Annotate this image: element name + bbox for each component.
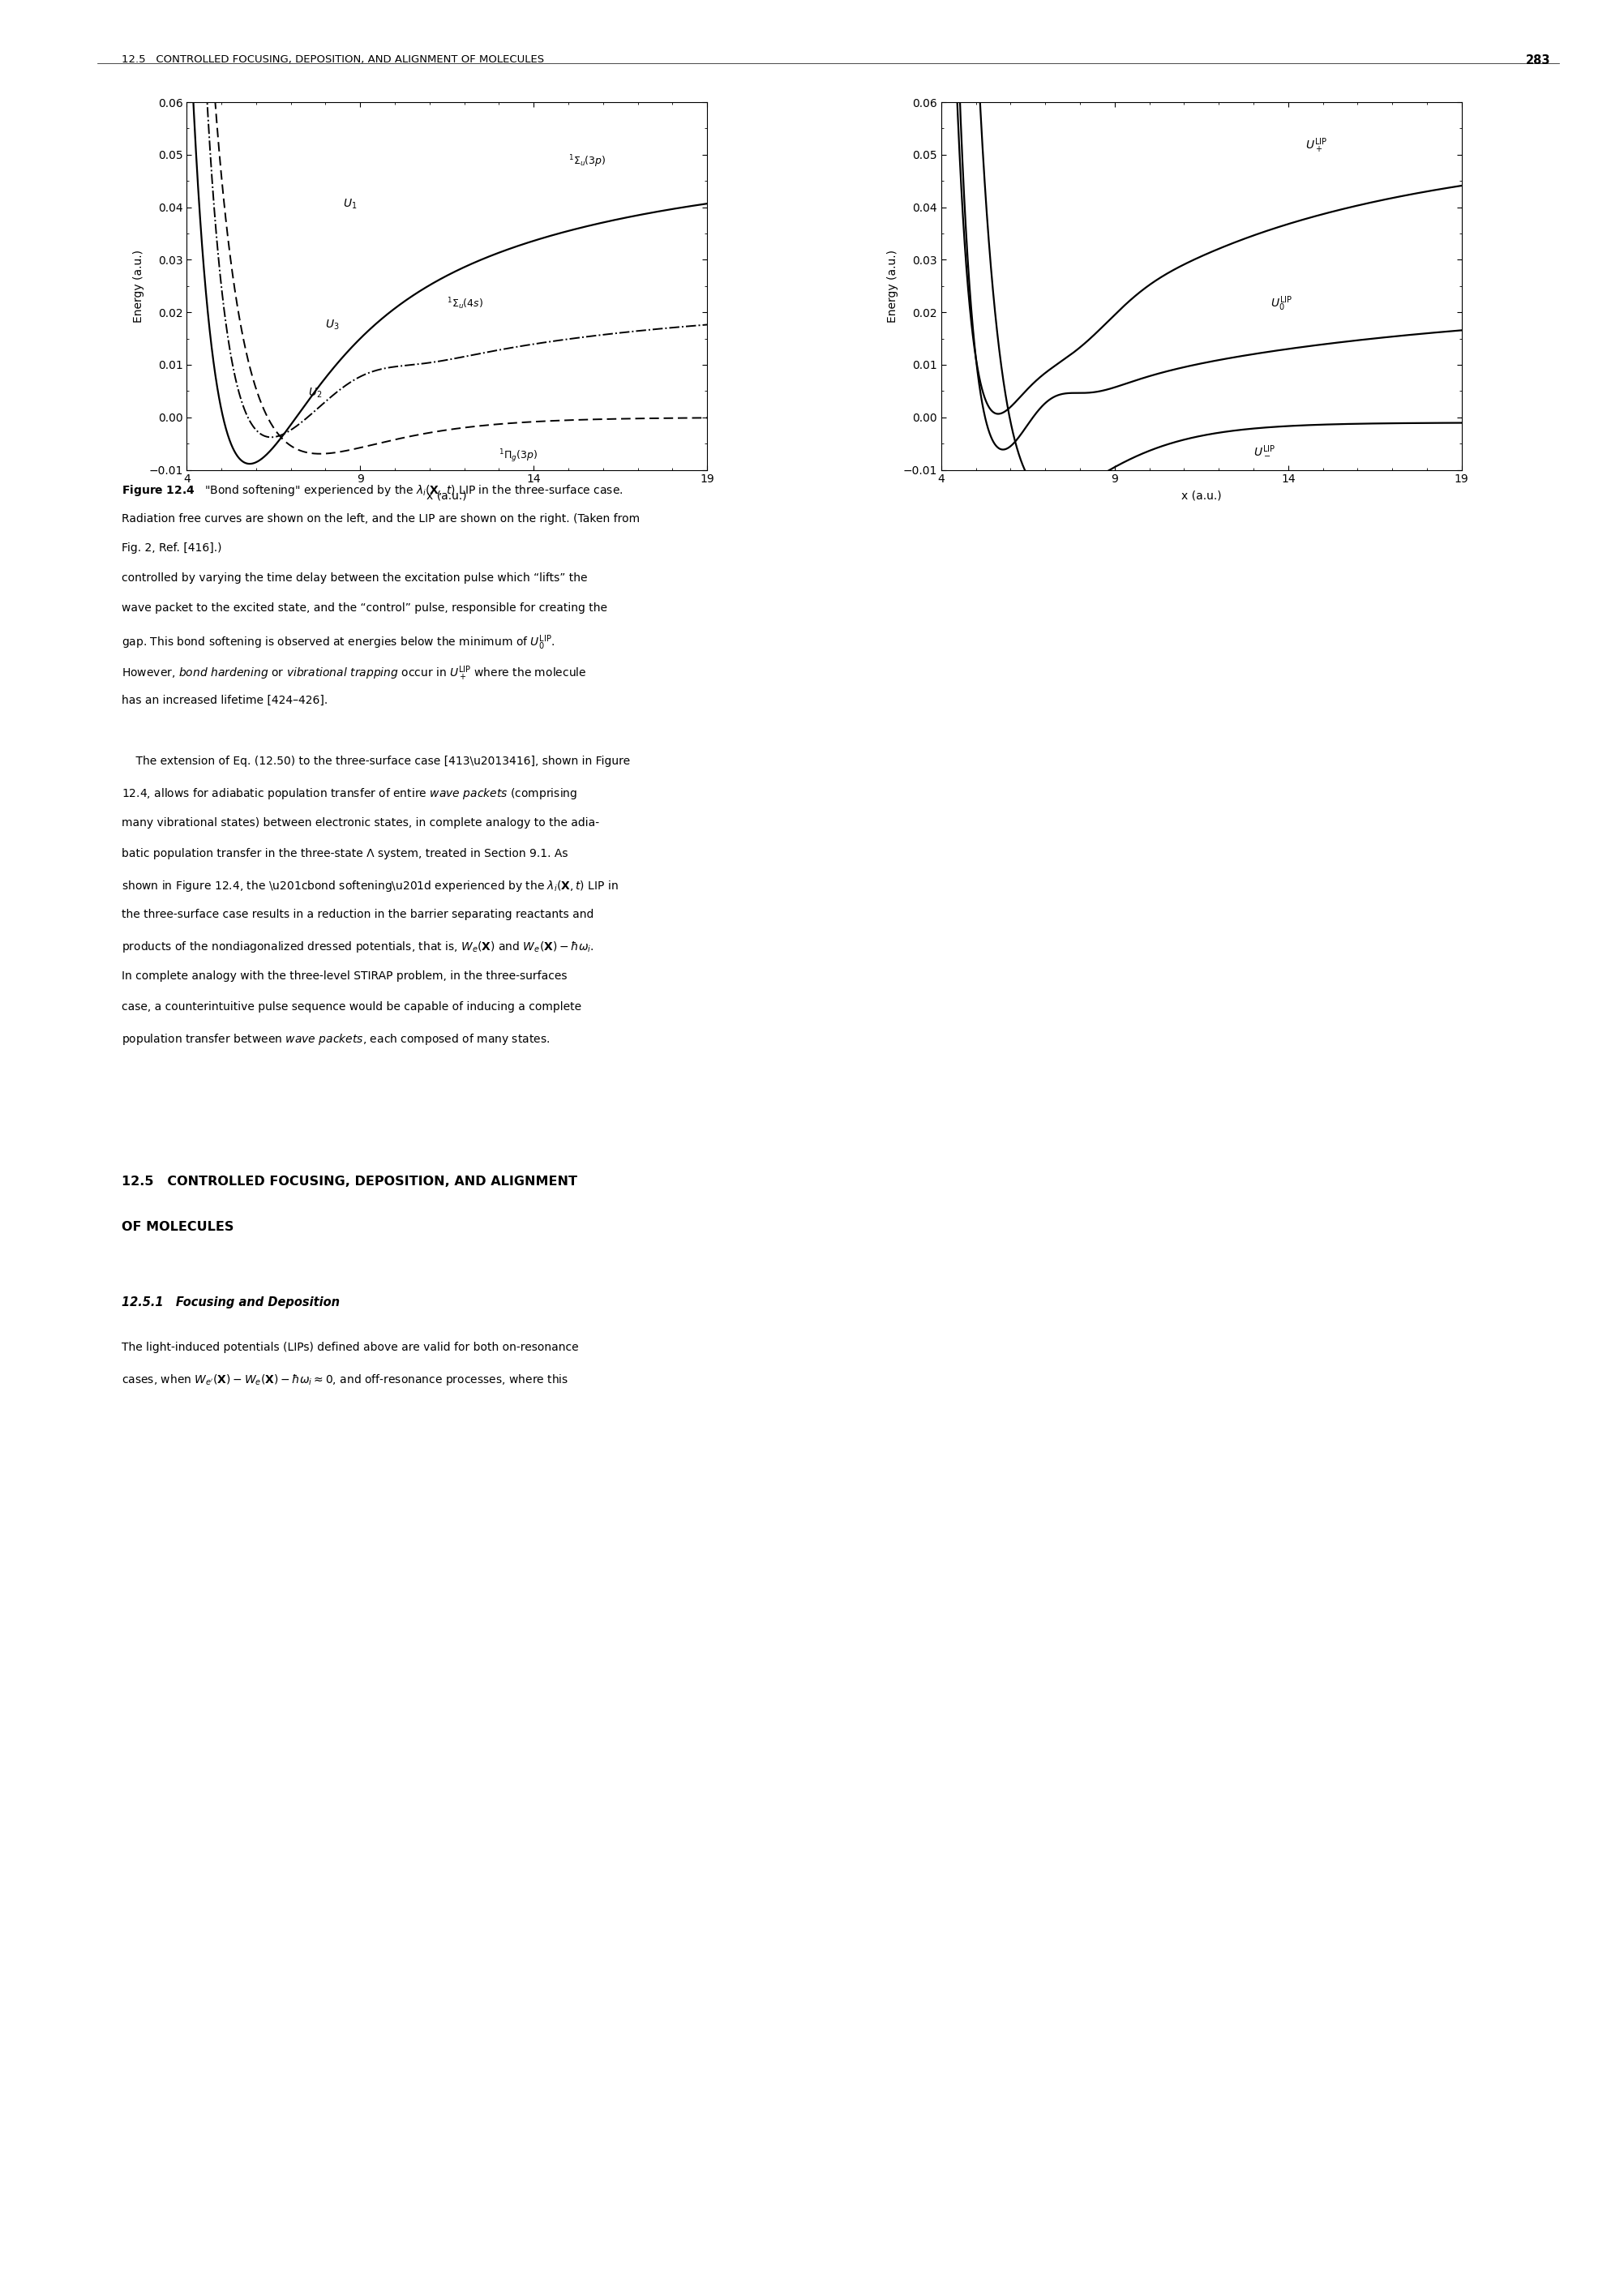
Text: 12.5.1   Focusing and Deposition: 12.5.1 Focusing and Deposition <box>122 1296 339 1308</box>
Text: shown in Figure 12.4, the \u201cbond softening\u201d experienced by the $\lambda: shown in Figure 12.4, the \u201cbond sof… <box>122 878 619 892</box>
Text: $^1\Sigma_u(3p)$: $^1\Sigma_u(3p)$ <box>568 154 606 170</box>
Text: The light-induced potentials (LIPs) defined above are valid for both on-resonanc: The light-induced potentials (LIPs) defi… <box>122 1342 578 1353</box>
Text: many vibrational states) between electronic states, in complete analogy to the a: many vibrational states) between electro… <box>122 817 599 829</box>
Text: However, $\mathit{bond\ hardening}$ or $\mathit{vibrational\ trapping}$ occur in: However, $\mathit{bond\ hardening}$ or $… <box>122 663 586 683</box>
Text: Radiation free curves are shown on the left, and the LIP are shown on the right.: Radiation free curves are shown on the l… <box>122 513 640 524</box>
X-axis label: x (a.u.): x (a.u.) <box>1181 490 1221 502</box>
Text: OF MOLECULES: OF MOLECULES <box>122 1221 234 1233</box>
Text: 12.5   CONTROLLED FOCUSING, DEPOSITION, AND ALIGNMENT OF MOLECULES: 12.5 CONTROLLED FOCUSING, DEPOSITION, AN… <box>122 54 544 66</box>
Y-axis label: Energy (a.u.): Energy (a.u.) <box>133 250 145 322</box>
Text: has an increased lifetime [424–426].: has an increased lifetime [424–426]. <box>122 695 328 706</box>
Text: $U_1$: $U_1$ <box>343 197 357 211</box>
Text: products of the nondiagonalized dressed potentials, that is, $W_e(\mathbf{X})$ a: products of the nondiagonalized dressed … <box>122 940 594 953</box>
Text: 283: 283 <box>1527 54 1551 66</box>
Text: wave packet to the excited state, and the “control” pulse, responsible for creat: wave packet to the excited state, and th… <box>122 604 607 615</box>
Text: batic population transfer in the three-state Λ system, treated in Section 9.1. A: batic population transfer in the three-s… <box>122 847 568 858</box>
Text: $U_2$: $U_2$ <box>309 386 322 400</box>
Text: $U_3$: $U_3$ <box>325 318 339 331</box>
Y-axis label: Energy (a.u.): Energy (a.u.) <box>887 250 898 322</box>
Text: cases, when $W_{e'}(\mathbf{X}) - W_e(\mathbf{X}) - \hbar\omega_i \approx 0$, an: cases, when $W_{e'}(\mathbf{X}) - W_e(\m… <box>122 1371 568 1387</box>
Text: $^1\Sigma_u(4s)$: $^1\Sigma_u(4s)$ <box>447 295 484 311</box>
Text: 12.5   CONTROLLED FOCUSING, DEPOSITION, AND ALIGNMENT: 12.5 CONTROLLED FOCUSING, DEPOSITION, AN… <box>122 1176 578 1187</box>
Text: Fig. 2, Ref. [416].): Fig. 2, Ref. [416].) <box>122 543 222 554</box>
Text: gap. This bond softening is observed at energies below the minimum of $U_0^{\rm : gap. This bond softening is observed at … <box>122 633 555 651</box>
Text: controlled by varying the time delay between the excitation pulse which “lifts” : controlled by varying the time delay bet… <box>122 572 588 583</box>
Text: case, a counterintuitive pulse sequence would be capable of inducing a complete: case, a counterintuitive pulse sequence … <box>122 1001 581 1012</box>
Text: In complete analogy with the three-level STIRAP problem, in the three-surfaces: In complete analogy with the three-level… <box>122 972 567 981</box>
Text: the three-surface case results in a reduction in the barrier separating reactant: the three-surface case results in a redu… <box>122 908 594 922</box>
Text: $U_-^{\rm LIP}$: $U_-^{\rm LIP}$ <box>1254 445 1275 456</box>
X-axis label: x (a.u.): x (a.u.) <box>427 490 468 502</box>
Text: population transfer between $\mathit{wave\ packets}$, each composed of many stat: population transfer between $\mathit{wav… <box>122 1031 551 1046</box>
Text: $\mathbf{Figure\ 12.4}$   "Bond softening" experienced by the $\lambda_i(\mathbf: $\mathbf{Figure\ 12.4}$ "Bond softening"… <box>122 484 624 497</box>
Text: The extension of Eq. (12.50) to the three-surface case [413\u2013416], shown in : The extension of Eq. (12.50) to the thre… <box>122 756 630 767</box>
Text: $U_0^{\rm LIP}$: $U_0^{\rm LIP}$ <box>1272 295 1293 313</box>
Text: $U_+^{\rm LIP}$: $U_+^{\rm LIP}$ <box>1306 136 1327 154</box>
Text: 12.4, allows for adiabatic population transfer of entire $\mathit{wave\ packets}: 12.4, allows for adiabatic population tr… <box>122 788 578 801</box>
Text: $^1\Pi_g(3p)$: $^1\Pi_g(3p)$ <box>499 447 538 465</box>
